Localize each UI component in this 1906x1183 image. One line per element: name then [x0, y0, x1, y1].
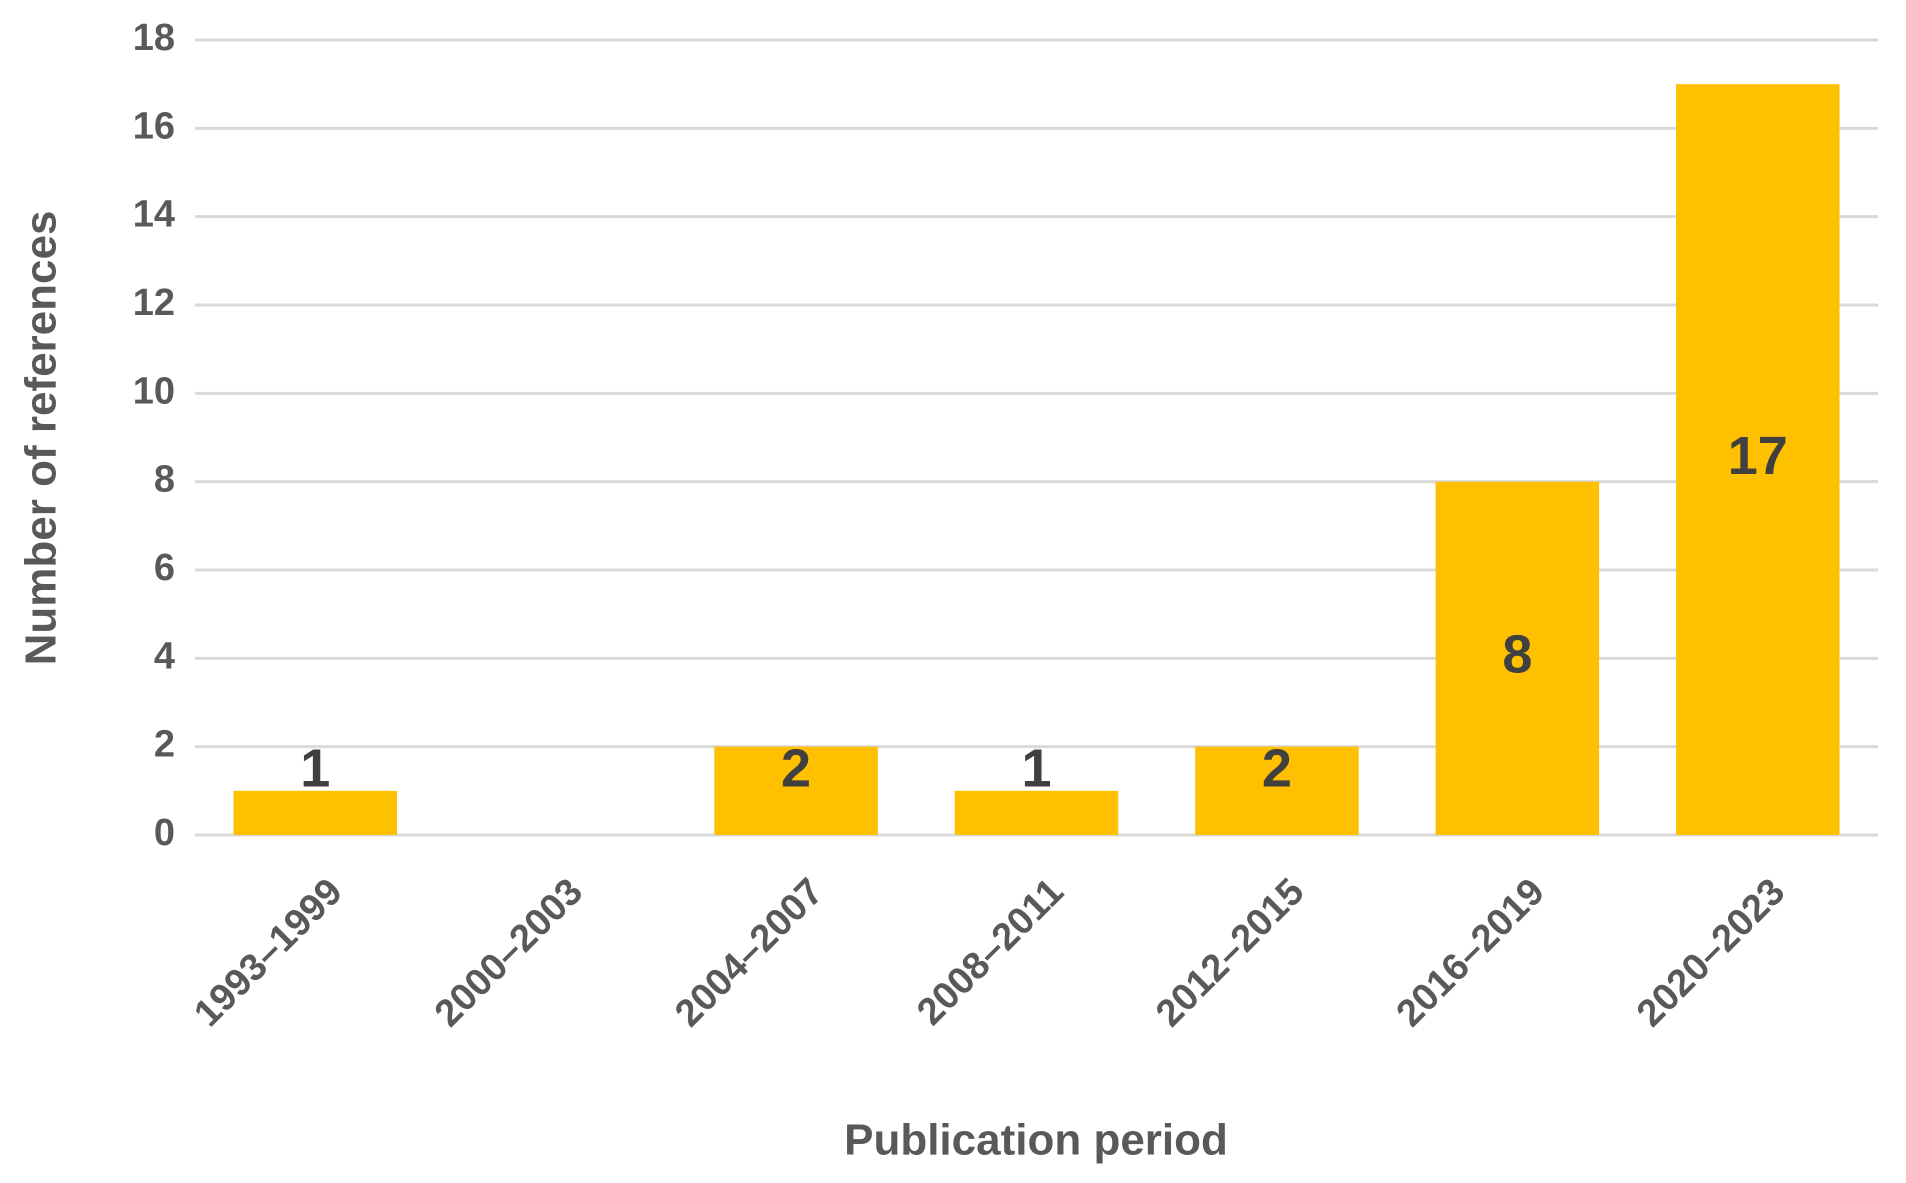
data-label: 1 [1021, 738, 1051, 798]
y-tick-label: 18 [133, 17, 175, 59]
x-tick-label: 2008–2011 [909, 871, 1072, 1034]
y-tick-label: 8 [154, 459, 175, 501]
bar [714, 746, 878, 835]
y-tick-label: 12 [133, 282, 175, 324]
data-label: 2 [781, 738, 811, 798]
x-tick-label: 2012–2015 [1148, 871, 1312, 1035]
bar [1435, 481, 1600, 835]
x-axis-title: Publication period [844, 1116, 1228, 1165]
x-tick-label: 2004–2007 [667, 871, 831, 1035]
y-tick-label: 4 [154, 635, 175, 677]
data-label: 17 [1728, 426, 1788, 486]
y-tick-label: 16 [133, 105, 175, 147]
bar [233, 790, 397, 835]
x-tick-label: 1993–1999 [186, 871, 350, 1035]
y-tick-label: 6 [154, 547, 175, 589]
x-tick-label: 2016–2019 [1389, 871, 1553, 1035]
bar [1195, 746, 1359, 835]
x-tick-label: 2000–2003 [427, 871, 591, 1035]
bar [1676, 84, 1840, 835]
y-tick-label: 14 [133, 194, 175, 236]
y-axis-title: Number of references [17, 211, 66, 666]
data-label: 8 [1502, 625, 1532, 685]
x-tick-label: 2020–2023 [1629, 871, 1793, 1035]
y-tick-label: 10 [133, 370, 175, 412]
data-label: 2 [1262, 738, 1292, 798]
y-tick-label: 2 [154, 724, 175, 766]
bar [954, 790, 1119, 835]
y-tick-label: 0 [154, 812, 175, 854]
data-label: 1 [300, 738, 330, 798]
